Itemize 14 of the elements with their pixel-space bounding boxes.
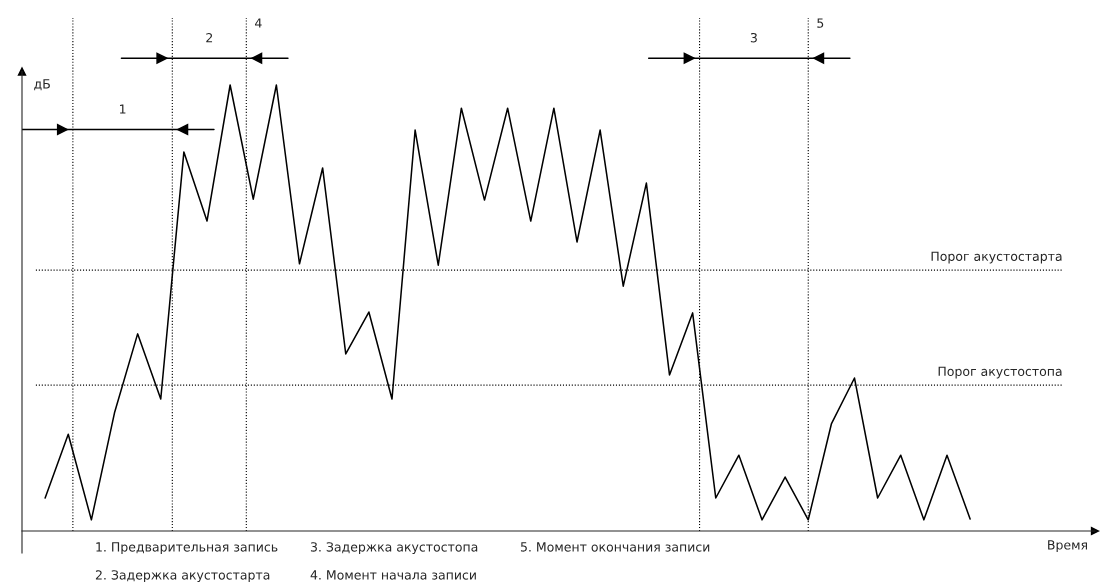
ref-line-label: Порог акустостопа <box>938 366 1062 379</box>
text: 5 <box>817 18 824 28</box>
text: 4 <box>255 18 262 28</box>
annotation: 1 <box>119 104 126 114</box>
text: Время <box>1048 540 1087 553</box>
text: 1. Предварительная запись <box>96 542 278 555</box>
text: 4. Момент начала записи <box>310 570 476 580</box>
text: 2. Задержка акустостарта <box>95 570 270 583</box>
text: 5. Момент окончания записи <box>520 542 710 552</box>
text: 3 <box>750 32 757 43</box>
y-axis-title: дБ <box>34 79 50 91</box>
text: 3. Задержка акустостопа <box>310 542 478 555</box>
ref-line-label: Порог акустостарта <box>931 251 1062 264</box>
text: 2 <box>206 32 213 43</box>
